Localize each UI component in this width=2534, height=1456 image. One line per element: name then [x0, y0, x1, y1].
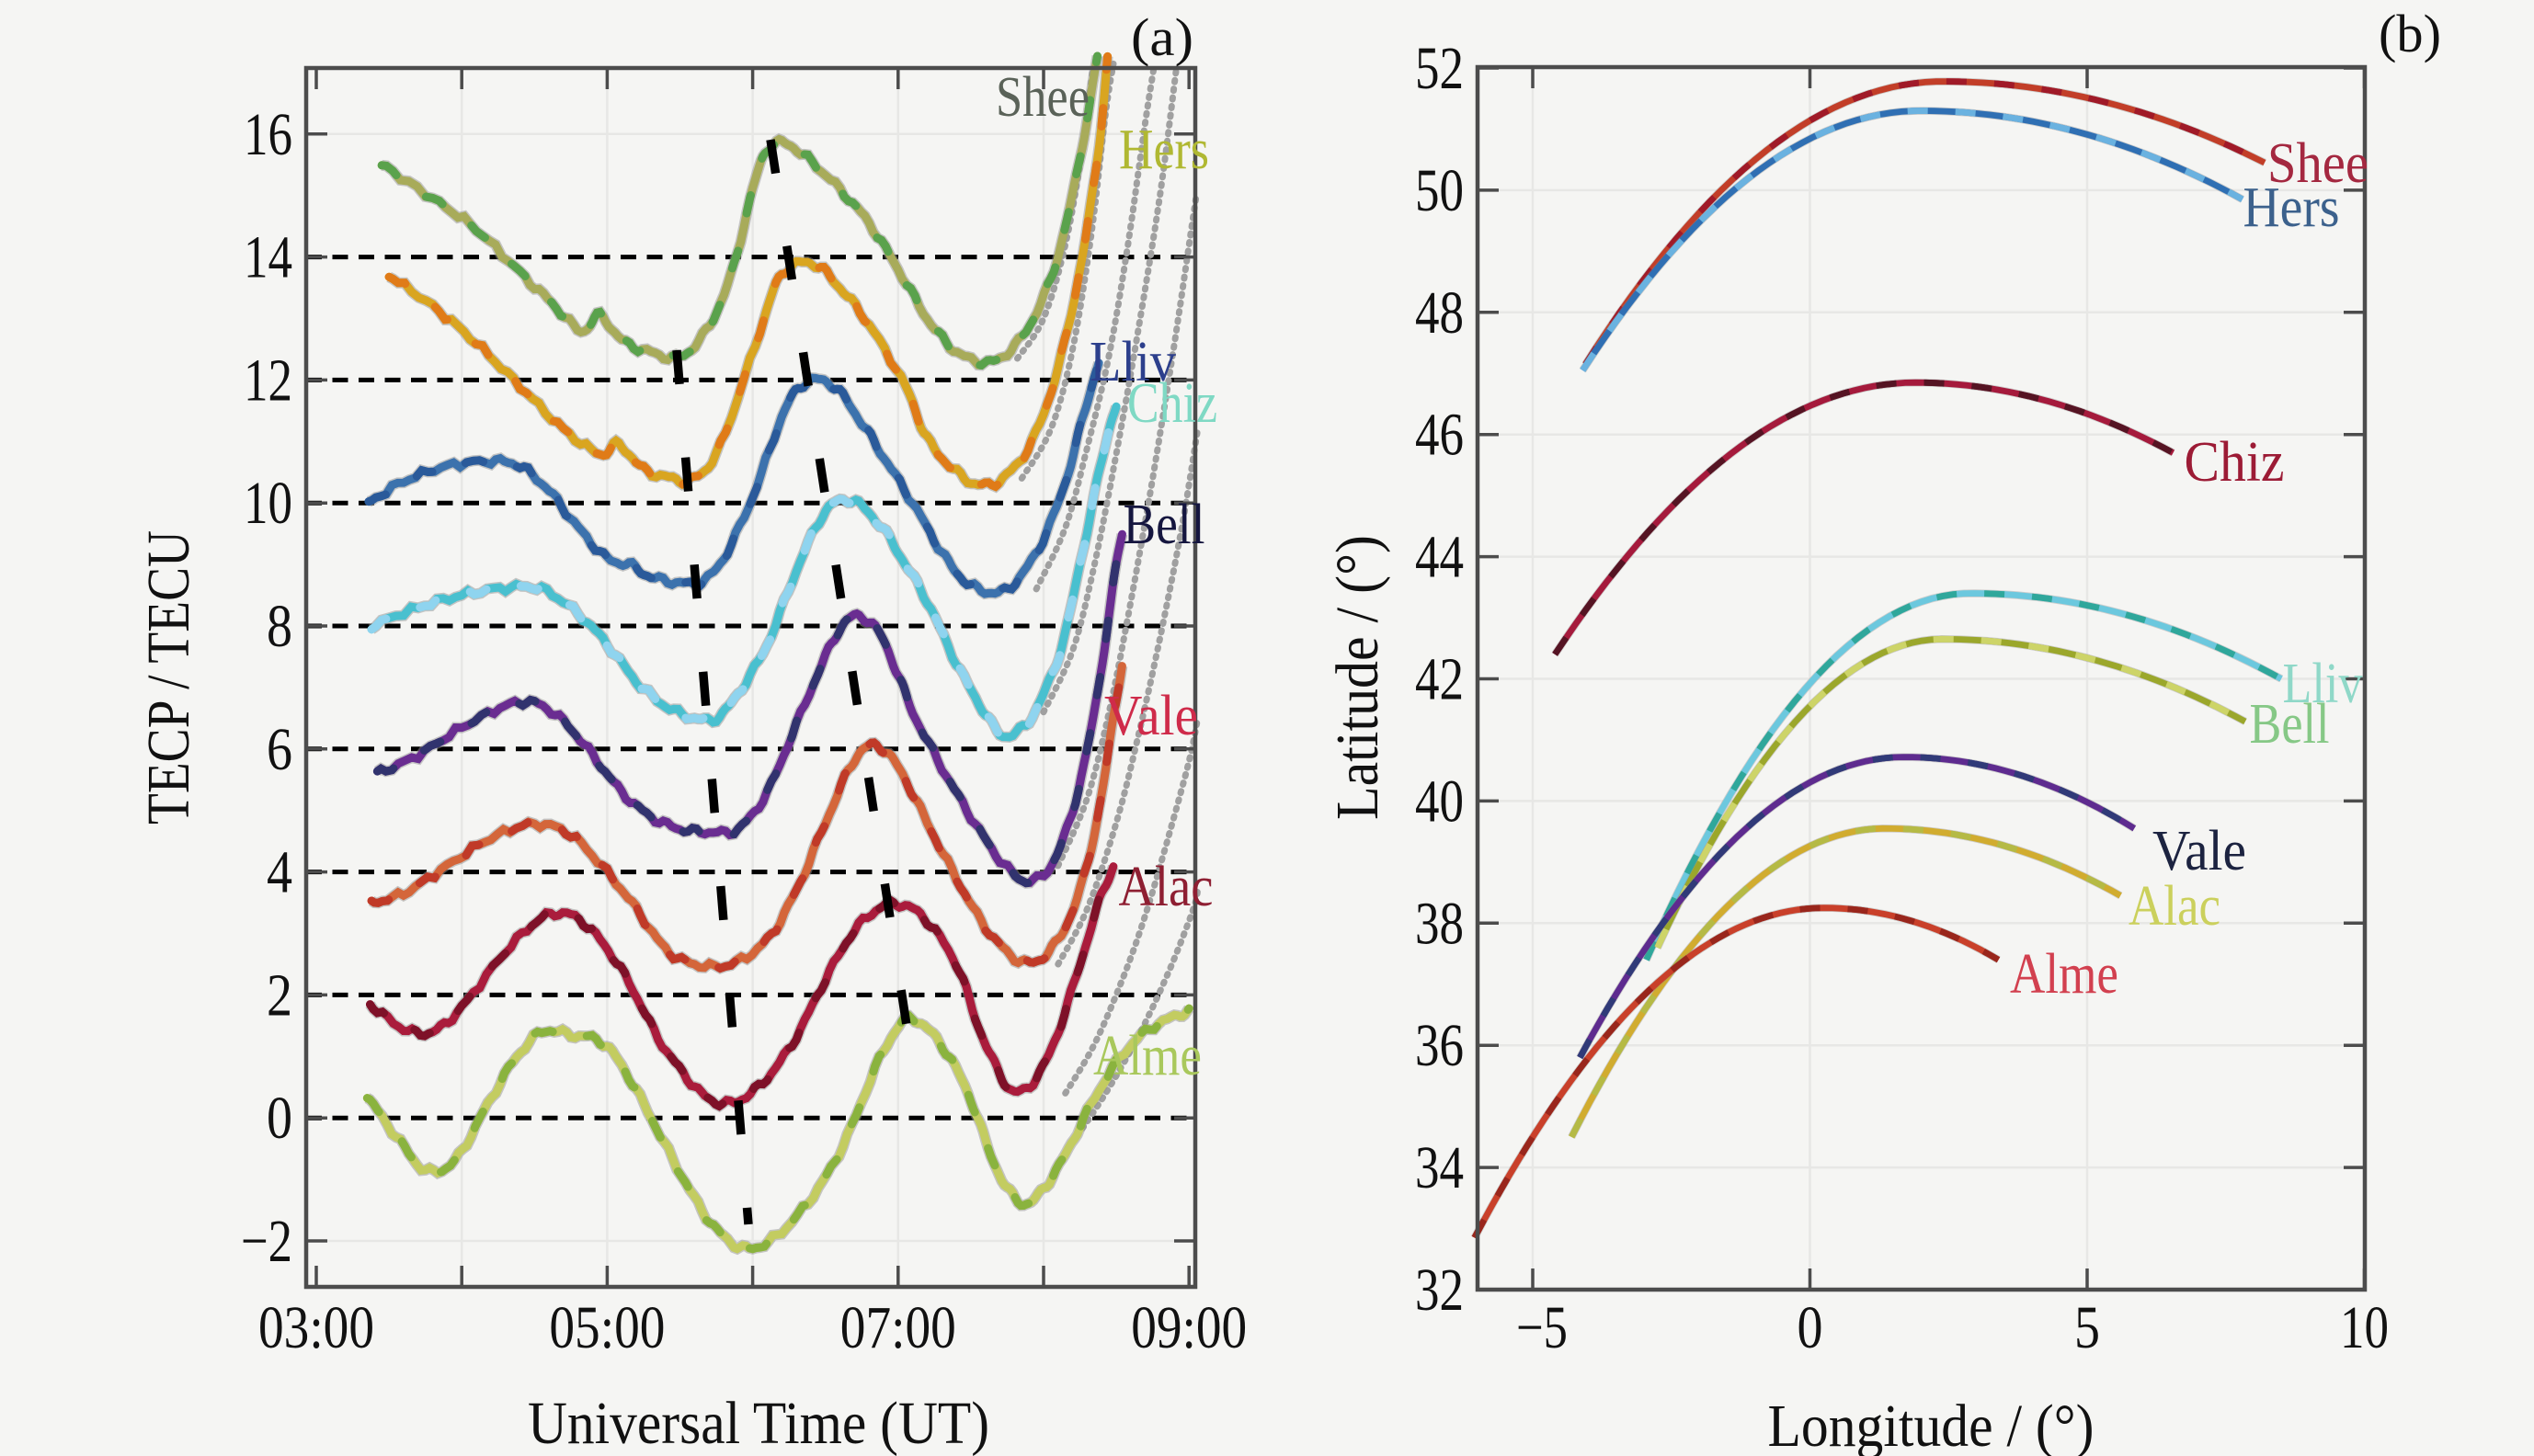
svg-text:5: 5 [2074, 1294, 2100, 1361]
svg-text:52: 52 [1415, 35, 1464, 102]
svg-text:4: 4 [267, 839, 292, 906]
svg-text:Shee: Shee [996, 66, 1090, 129]
svg-text:36: 36 [1415, 1012, 1464, 1079]
svg-text:Alme: Alme [1093, 1025, 1202, 1087]
svg-text:(a): (a) [1131, 7, 1193, 67]
svg-text:42: 42 [1415, 646, 1464, 713]
svg-text:34: 34 [1415, 1134, 1464, 1201]
svg-text:Bell: Bell [1124, 494, 1205, 556]
svg-text:12: 12 [244, 347, 292, 414]
svg-text:10: 10 [244, 470, 292, 537]
svg-text:Alac: Alac [2129, 875, 2220, 938]
svg-text:07:00: 07:00 [840, 1294, 956, 1361]
svg-text:Alme: Alme [2010, 943, 2118, 1006]
svg-text:Longitude / (°): Longitude / (°) [1768, 1393, 2095, 1456]
svg-text:14: 14 [244, 224, 292, 291]
svg-text:Lliv: Lliv [2283, 653, 2363, 715]
svg-text:Chiz: Chiz [2185, 431, 2285, 494]
svg-text:TECP / TECU: TECP / TECU [135, 530, 202, 825]
svg-text:44: 44 [1415, 524, 1464, 591]
svg-text:40: 40 [1415, 768, 1464, 835]
svg-text:09:00: 09:00 [1131, 1294, 1247, 1361]
svg-text:46: 46 [1415, 402, 1464, 469]
svg-text:−5: −5 [1516, 1294, 1568, 1361]
svg-text:Chiz: Chiz [1127, 372, 1217, 435]
svg-text:10: 10 [2340, 1294, 2389, 1361]
svg-text:Latitude / (°): Latitude / (°) [1324, 535, 1391, 820]
svg-text:2: 2 [267, 961, 292, 1029]
svg-text:Lliv: Lliv [1090, 331, 1176, 393]
svg-text:6: 6 [267, 716, 292, 783]
svg-text:−2: −2 [241, 1208, 292, 1275]
svg-text:8: 8 [267, 593, 292, 660]
svg-text:Alac: Alac [1119, 856, 1214, 918]
svg-text:48: 48 [1415, 279, 1464, 347]
svg-text:Hers: Hers [1119, 119, 1209, 181]
svg-text:Bell: Bell [2250, 693, 2330, 756]
svg-text:03:00: 03:00 [258, 1294, 374, 1361]
svg-text:Universal Time (UT): Universal Time (UT) [528, 1390, 989, 1456]
svg-text:38: 38 [1415, 890, 1464, 957]
svg-text:Vale: Vale [1104, 685, 1198, 747]
svg-text:Hers: Hers [2243, 176, 2340, 239]
svg-text:0: 0 [1798, 1294, 1823, 1361]
svg-text:32: 32 [1415, 1257, 1464, 1324]
svg-text:(b): (b) [2379, 4, 2441, 63]
svg-text:16: 16 [244, 101, 292, 168]
svg-text:50: 50 [1415, 157, 1464, 224]
svg-text:Shee: Shee [2267, 132, 2368, 195]
svg-text:05:00: 05:00 [549, 1294, 665, 1361]
svg-text:Vale: Vale [2152, 820, 2246, 882]
svg-text:0: 0 [267, 1085, 292, 1152]
